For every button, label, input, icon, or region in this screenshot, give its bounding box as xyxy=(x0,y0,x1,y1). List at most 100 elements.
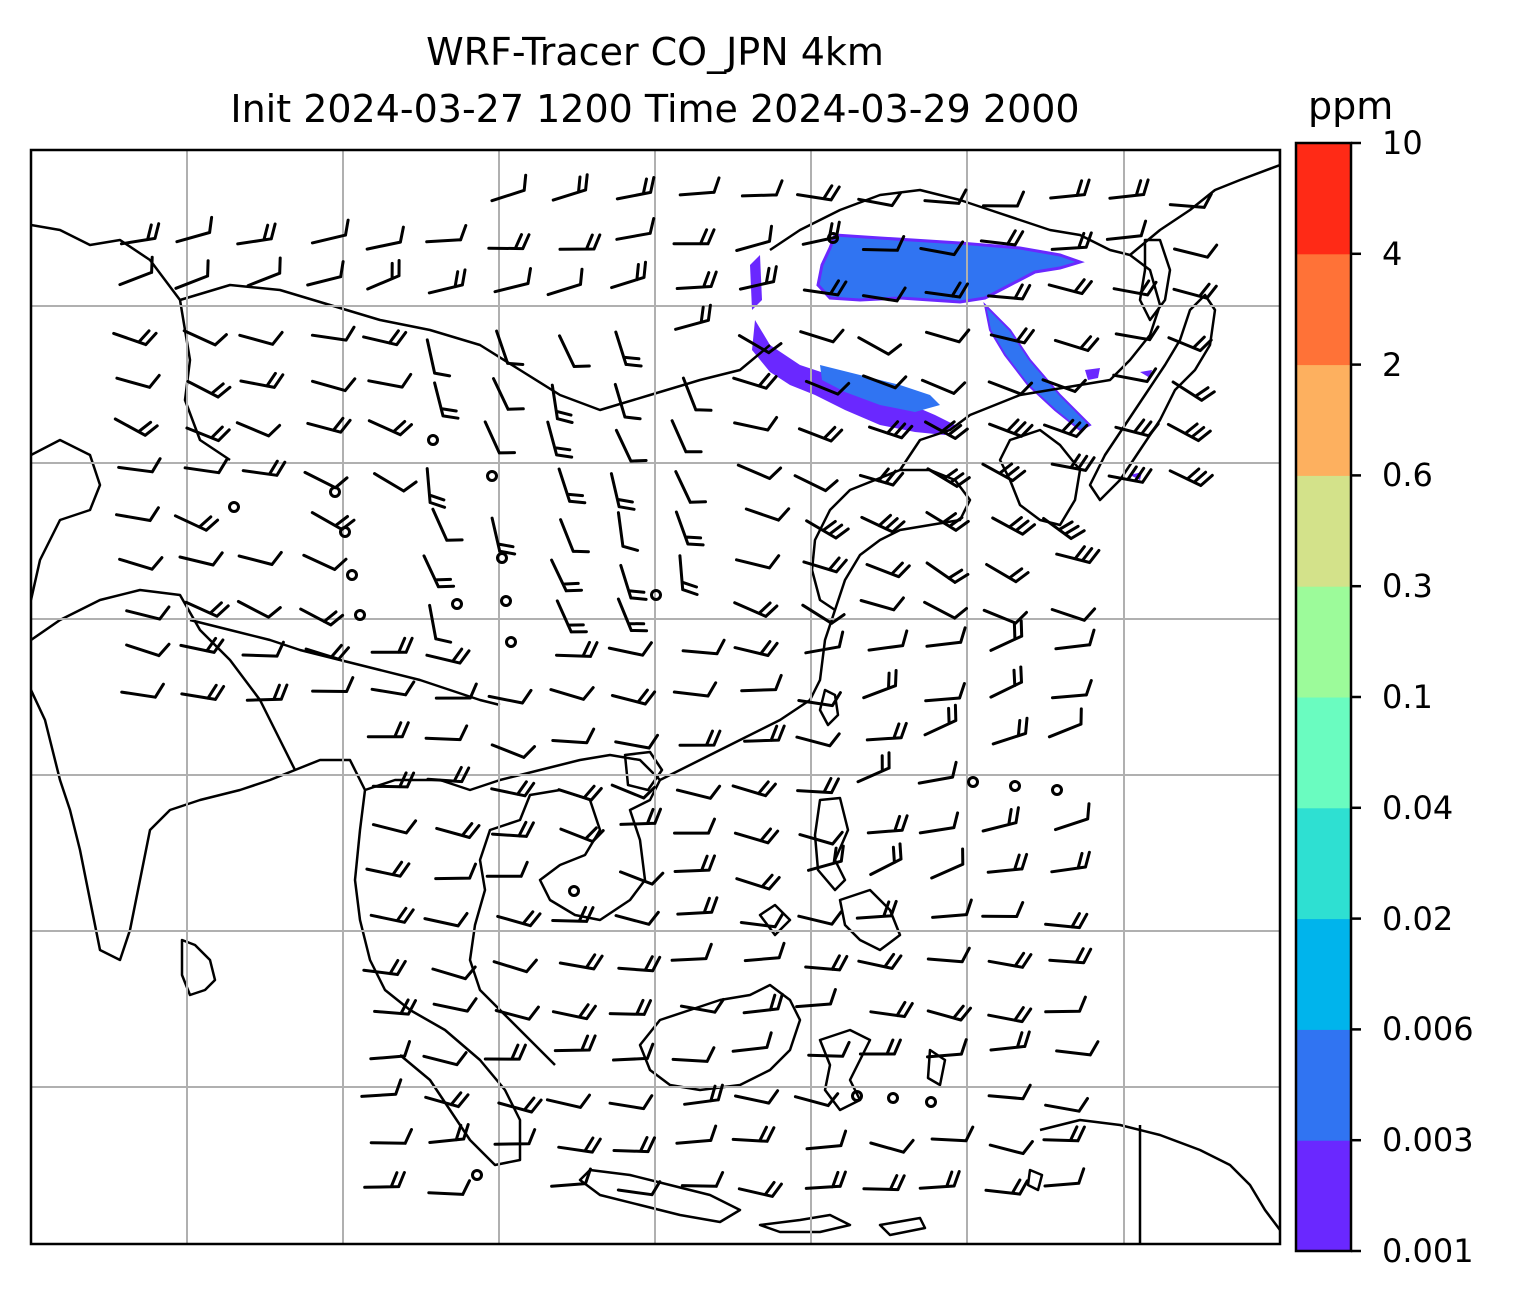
wind-barb xyxy=(428,1123,470,1144)
wind-barb xyxy=(926,467,971,488)
wind-barb xyxy=(804,379,851,396)
coastline-mindanao xyxy=(838,888,902,952)
map-frame xyxy=(29,148,1282,1246)
colorbar-segment xyxy=(1296,697,1351,809)
wind-barb xyxy=(797,691,842,708)
wind-barb xyxy=(619,563,648,601)
wind-barb xyxy=(427,268,467,295)
wind-barb xyxy=(678,176,721,197)
coastline-korea xyxy=(998,428,1082,527)
wind-barb xyxy=(431,965,477,981)
wind-barb xyxy=(428,603,453,644)
wind-barb xyxy=(485,860,529,878)
wind-barb xyxy=(675,784,722,800)
wind-barb xyxy=(981,901,1025,918)
wind-barb xyxy=(559,826,605,843)
colorbar-segment xyxy=(1296,475,1351,587)
wind-barb xyxy=(1108,178,1150,200)
wind-barb xyxy=(363,1171,406,1189)
wind-barb xyxy=(365,860,411,878)
colorbar-tick-label: 0.003 xyxy=(1382,1121,1474,1160)
wind-barb xyxy=(173,514,220,532)
wind-barb xyxy=(1050,850,1091,874)
wind-barb xyxy=(924,281,969,299)
map-panel xyxy=(31,150,1280,1244)
wind-barb xyxy=(807,844,845,872)
wind-barb xyxy=(805,519,850,540)
wind-barb xyxy=(735,224,773,252)
wind-barb xyxy=(424,1091,470,1109)
wind-barb xyxy=(423,912,469,928)
wind-barb xyxy=(311,377,357,393)
wind-barb xyxy=(987,380,1034,396)
wind-barb xyxy=(493,267,532,294)
wind-barb xyxy=(558,953,604,971)
coastline-northeast xyxy=(1129,150,1280,256)
coastline-kazakh-border xyxy=(31,223,231,462)
wind-barb xyxy=(185,425,231,443)
wind-barb xyxy=(369,1128,413,1145)
wind-barb xyxy=(1054,802,1091,832)
wind-barb xyxy=(737,334,783,355)
wind-barb xyxy=(982,608,1028,625)
wind-barb xyxy=(236,222,277,246)
wind-barb xyxy=(545,1093,591,1109)
wind-barb xyxy=(422,554,456,589)
wind-barb xyxy=(670,419,703,454)
wind-barb xyxy=(738,265,778,291)
wind-barb xyxy=(311,676,355,693)
wind-barb xyxy=(120,682,165,699)
wind-barb xyxy=(491,820,535,838)
coastline-bay-of-bengal xyxy=(294,758,522,1167)
gridlines xyxy=(31,150,1280,1244)
wind-barb xyxy=(179,636,225,654)
wind-barb xyxy=(867,629,909,652)
coastline-india xyxy=(31,438,297,962)
wind-barb xyxy=(858,467,905,487)
wind-barb xyxy=(735,873,781,891)
wind-barb xyxy=(483,420,516,455)
wind-barb xyxy=(425,224,468,244)
wind-barb xyxy=(1050,607,1097,622)
wind-barb xyxy=(360,1078,403,1098)
calm-wind-marker xyxy=(925,1096,937,1108)
wind-barb xyxy=(865,721,908,742)
wind-barb xyxy=(731,1031,773,1053)
wind-barb xyxy=(737,1180,783,1198)
wind-barb xyxy=(869,842,903,876)
wind-barb xyxy=(984,1178,1029,1196)
wind-barb xyxy=(182,329,228,347)
wind-barb xyxy=(989,1030,1031,1052)
wind-barb xyxy=(241,640,285,658)
wind-barb xyxy=(434,682,478,700)
calm-wind-marker xyxy=(505,636,517,648)
wind-barb xyxy=(986,852,1029,874)
wind-barb xyxy=(1047,278,1093,296)
wind-barb xyxy=(924,682,966,703)
wind-barb xyxy=(925,626,967,648)
wind-barb xyxy=(795,988,837,1009)
wind-barb xyxy=(614,733,659,750)
colorbar-tick-label: 0.001 xyxy=(1382,1232,1474,1270)
wind-barb xyxy=(862,374,908,390)
wind-barb xyxy=(1047,707,1083,739)
wind-barb xyxy=(613,382,642,421)
wind-barb xyxy=(926,946,971,964)
wind-barb xyxy=(731,780,777,798)
wind-barb xyxy=(1171,380,1216,402)
wind-barb xyxy=(425,467,447,509)
wind-barb xyxy=(373,472,418,493)
wind-barb xyxy=(546,267,584,297)
wind-barb xyxy=(369,1040,411,1061)
wind-barb xyxy=(930,847,965,880)
coastline-palawan xyxy=(758,903,792,937)
wind-barb xyxy=(673,817,716,835)
calm-wind-marker xyxy=(887,1092,899,1104)
colorbar-segment xyxy=(1296,1140,1351,1252)
wind-barb xyxy=(676,896,719,916)
wind-barb xyxy=(424,724,469,742)
wind-barb xyxy=(497,1096,543,1114)
wind-barb xyxy=(801,603,846,625)
wind-barb xyxy=(115,373,161,389)
wind-barb xyxy=(917,760,958,785)
